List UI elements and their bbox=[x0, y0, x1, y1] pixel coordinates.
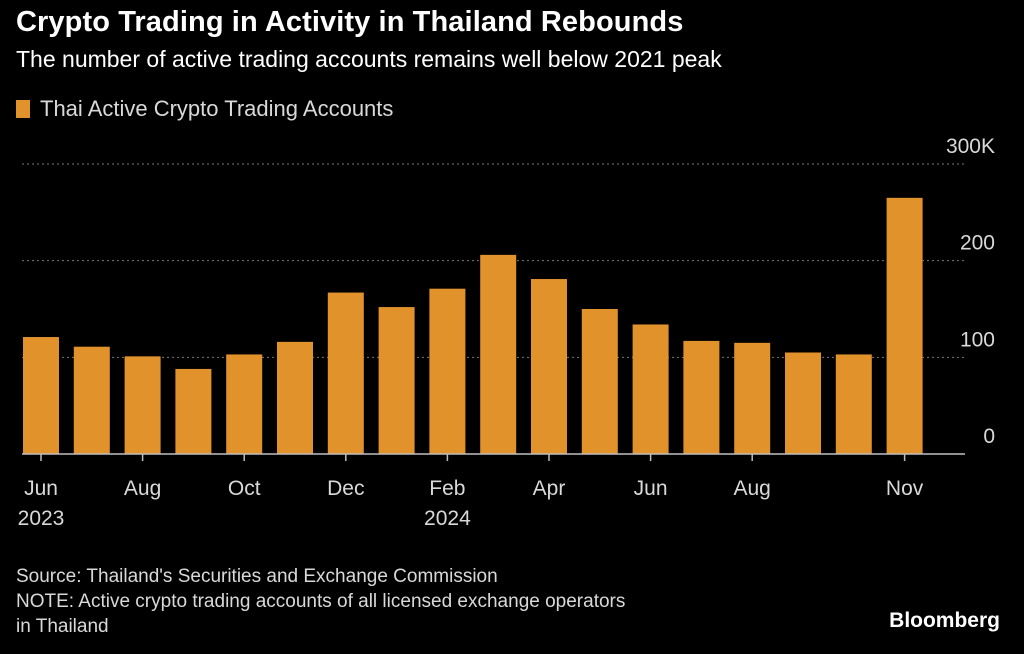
bar-17 bbox=[886, 197, 923, 455]
bar-14 bbox=[734, 342, 771, 454]
y-tick-label-0: 0 bbox=[983, 425, 995, 448]
bar-5 bbox=[277, 341, 313, 454]
bar-7 bbox=[378, 307, 415, 454]
bar-6 bbox=[327, 292, 364, 454]
y-tick-label-3: 300K bbox=[946, 135, 995, 158]
bar-12 bbox=[632, 324, 669, 454]
bar-15 bbox=[785, 352, 821, 454]
bar-13 bbox=[683, 340, 720, 454]
note-line-1: NOTE: Active crypto trading accounts of … bbox=[16, 591, 626, 612]
bar-2 bbox=[124, 356, 161, 454]
chart-footer: Source: Thailand's Securities and Exchan… bbox=[16, 564, 625, 639]
legend-label: Thai Active Crypto Trading Accounts bbox=[40, 96, 394, 121]
legend-swatch bbox=[16, 100, 30, 118]
x-axis bbox=[22, 453, 965, 461]
x-tick-label-4: Feb bbox=[429, 477, 465, 500]
bar-11 bbox=[581, 309, 618, 454]
x-tick-label-5: Apr bbox=[533, 477, 566, 500]
source-note: Source: Thailand's Securities and Exchan… bbox=[16, 566, 498, 587]
x-tick-label-0: Jun bbox=[24, 477, 58, 500]
y-tick-label-1: 100 bbox=[960, 328, 995, 351]
x-tick-label-2: Oct bbox=[228, 477, 261, 500]
y-axis-labels: 0 100 200 300K bbox=[946, 135, 995, 448]
bloomberg-logo: Bloomberg bbox=[889, 609, 1000, 632]
bar-16 bbox=[835, 354, 872, 454]
x-tick-label-6: Jun bbox=[634, 477, 668, 500]
bar-0 bbox=[23, 337, 59, 454]
x-tick-label-8: Nov bbox=[886, 477, 924, 500]
x-tick-year-4: 2024 bbox=[424, 507, 471, 530]
bar-8 bbox=[429, 288, 466, 454]
x-tick-label-3: Dec bbox=[327, 477, 364, 500]
x-tick-label-1: Aug bbox=[124, 477, 161, 500]
chart-subtitle: The number of active trading accounts re… bbox=[16, 46, 722, 72]
chart-title: Crypto Trading in Activity in Thailand R… bbox=[16, 6, 684, 38]
x-tick-label-7: Aug bbox=[734, 477, 771, 500]
note-line-2: in Thailand bbox=[16, 616, 109, 637]
bar-3 bbox=[175, 368, 212, 454]
bar-1 bbox=[73, 346, 110, 454]
y-tick-label-2: 200 bbox=[960, 232, 995, 255]
bar-4 bbox=[226, 354, 263, 454]
bar-9 bbox=[480, 254, 517, 454]
chart-legend: Thai Active Crypto Trading Accounts bbox=[16, 96, 393, 122]
bars bbox=[23, 197, 923, 455]
x-tick-year-0: 2023 bbox=[18, 507, 65, 530]
bar-10 bbox=[531, 279, 567, 454]
x-axis-labels: Jun 2023 Aug Oct Dec Feb 2024 Apr Jun Aug Nov bbox=[18, 477, 924, 530]
